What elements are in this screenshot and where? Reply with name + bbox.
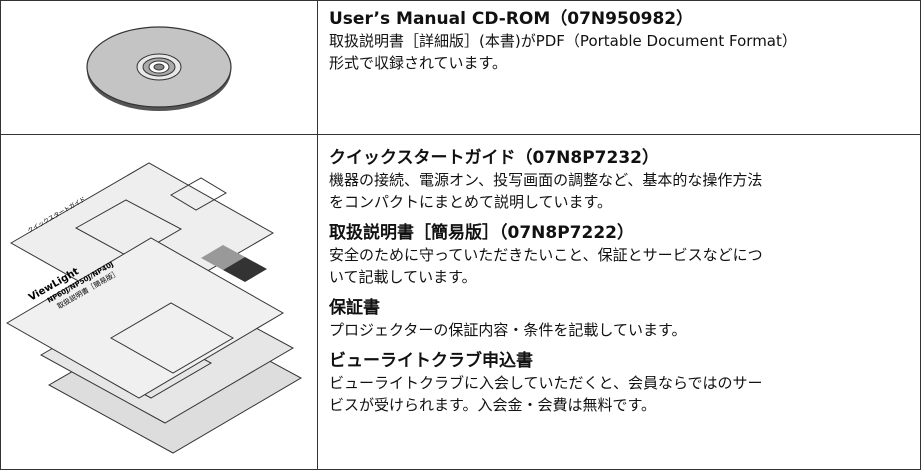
item-description: 形式で収録されています。 bbox=[329, 54, 508, 72]
text-cell: クイックスタートガイド（07N8P7232） 機器の接続、電源オン、投写画面の調整… bbox=[329, 147, 909, 425]
text-cell: User’s Manual CD-ROM（07N950982） 取扱説明書［詳細版… bbox=[329, 8, 909, 83]
item: クイックスタートガイド（07N8P7232） 機器の接続、電源オン、投写画面の調整… bbox=[329, 147, 909, 213]
table-row: ViewLight NP60J/NP50J/NP40J 取扱説明書［簡易版］ ク… bbox=[0, 133, 921, 470]
image-cell bbox=[1, 1, 318, 134]
item: ビューライトクラブ申込書ビューライトクラブに入会していただくと、会員ならではのサ… bbox=[329, 350, 909, 416]
item-description: いて記載しています。 bbox=[329, 268, 477, 286]
item-description: ビューライトクラブに入会していただくと、会員ならではのサー bbox=[329, 374, 763, 392]
item-title: ビューライトクラブ申込書 bbox=[329, 351, 533, 371]
item-title: User’s Manual CD-ROM（07N950982） bbox=[329, 9, 694, 29]
cd-illustration bbox=[86, 26, 232, 111]
item: 取扱説明書［簡易版］（07N8P7222） 安全のために守っていただきたいこと、保… bbox=[329, 222, 909, 288]
item-title: クイックスタートガイド（07N8P7232） bbox=[329, 148, 659, 168]
item-description: をコンパクトにまとめて説明しています。 bbox=[329, 193, 613, 211]
item-description: プロジェクターの保証内容・条件を記載しています。 bbox=[329, 321, 687, 339]
item-title: 保証書 bbox=[329, 298, 380, 318]
item-description: 取扱説明書［詳細版］(本書)がPDF（Portable Document For… bbox=[329, 32, 797, 50]
item-description: ビスが受けられます。入会金・会費は無料です。 bbox=[329, 396, 657, 414]
documents-illustration: ViewLight NP60J/NP50J/NP40J 取扱説明書［簡易版］ ク… bbox=[6, 162, 303, 454]
item-title: 取扱説明書［簡易版］（07N8P7222） bbox=[329, 223, 634, 243]
image-cell: ViewLight NP60J/NP50J/NP40J 取扱説明書［簡易版］ ク… bbox=[1, 133, 318, 469]
table-row: User’s Manual CD-ROM（07N950982） 取扱説明書［詳細版… bbox=[0, 0, 921, 135]
item: User’s Manual CD-ROM（07N950982） 取扱説明書［詳細版… bbox=[329, 8, 909, 74]
item-description: 機器の接続、電源オン、投写画面の調整など、基本的な操作方法 bbox=[329, 171, 763, 189]
item-description: 安全のために守っていただきたいこと、保証とサービスなどにつ bbox=[329, 246, 763, 264]
item: 保証書プロジェクターの保証内容・条件を記載しています。 bbox=[329, 297, 909, 341]
